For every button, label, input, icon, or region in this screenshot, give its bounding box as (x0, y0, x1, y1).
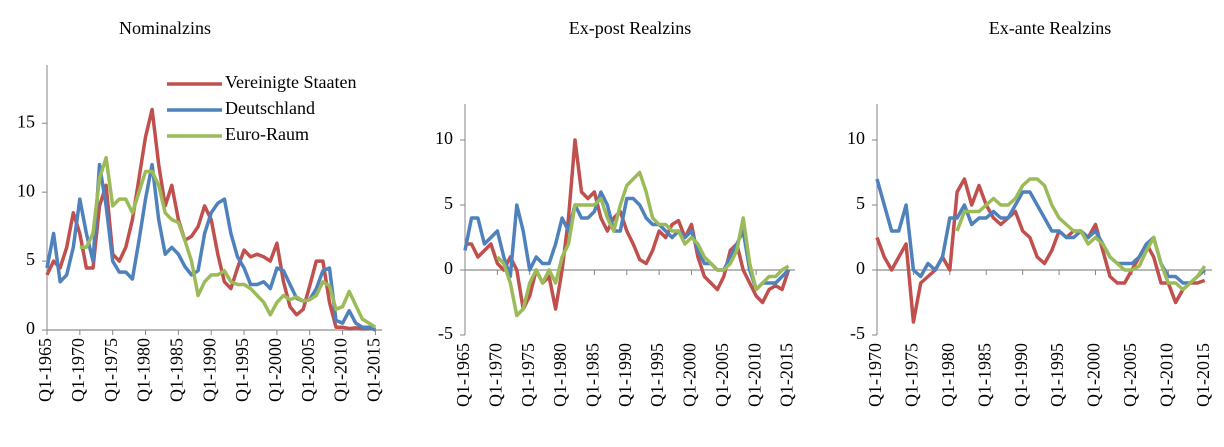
x-tick-label: Q1-1990 (615, 343, 635, 407)
x-tick-label: Q1-1995 (232, 338, 252, 402)
x-tick-label: Q1-1970 (68, 338, 88, 402)
x-tick-label: Q1-1980 (550, 343, 570, 407)
y-tick-label: 10 (847, 128, 865, 148)
y-tick-label: 5 (856, 193, 865, 213)
x-tick-label: Q1-1995 (1047, 343, 1067, 407)
y-tick-label: 5 (26, 249, 35, 269)
x-tick-label: Q1-2000 (1084, 343, 1104, 407)
x-tick-label: Q1-2015 (1193, 343, 1213, 407)
chart-title: Ex-post Realzins (569, 18, 691, 38)
x-tick-label: Q1-2000 (265, 338, 285, 402)
x-tick-label: Q1-2000 (680, 343, 700, 407)
x-tick-label: Q1-2005 (712, 343, 732, 407)
series-line (496, 170, 790, 318)
x-tick-label: Q1-1965 (453, 343, 473, 407)
x-tick-label: Q1-1985 (583, 343, 603, 407)
legend-label: Vereinigte Staaten (225, 72, 356, 92)
y-tick-label: 5 (444, 193, 453, 213)
series-line (45, 162, 377, 332)
x-tick-label: Q1-1970 (485, 343, 505, 407)
x-tick-label: Q1-1970 (865, 343, 885, 407)
y-tick-label: 0 (26, 318, 35, 338)
x-tick-label: Q1-2005 (298, 338, 318, 402)
chart-title: Ex-ante Realzins (989, 18, 1111, 38)
y-tick-label: 10 (17, 180, 35, 200)
y-tick-label: 0 (444, 258, 453, 278)
x-tick-label: Q1-1985 (166, 338, 186, 402)
x-tick-label: Q1-2010 (331, 338, 351, 402)
x-tick-label: Q1-2010 (1156, 343, 1176, 407)
legend-label: Deutschland (225, 98, 315, 118)
x-tick-label: Q1-1980 (134, 338, 154, 402)
x-tick-label: Q1-2005 (1120, 343, 1140, 407)
x-tick-label: Q1-1975 (101, 338, 121, 402)
x-tick-label: Q1-1975 (518, 343, 538, 407)
chart-title: Nominalzins (119, 18, 211, 38)
x-tick-label: Q1-1980 (938, 343, 958, 407)
series-line (875, 177, 1206, 324)
series-line (955, 177, 1207, 292)
x-tick-label: Q1-1975 (902, 343, 922, 407)
series-line (463, 190, 790, 292)
series-line (79, 155, 377, 329)
x-tick-label: Q1-1995 (647, 343, 667, 407)
y-tick-label: -5 (438, 323, 453, 343)
legend-label: Euro-Raum (225, 124, 309, 144)
x-tick-label: Q1-2015 (364, 338, 384, 402)
x-tick-label: Q1-2015 (777, 343, 797, 407)
x-tick-label: Q1-2010 (744, 343, 764, 407)
series-line (45, 107, 376, 331)
x-tick-label: Q1-1990 (1011, 343, 1031, 407)
y-tick-label: 0 (856, 258, 865, 278)
x-tick-label: Q1-1985 (974, 343, 994, 407)
y-tick-label: 10 (435, 128, 453, 148)
y-tick-label: 15 (17, 111, 35, 131)
x-tick-label: Q1-1990 (199, 338, 219, 402)
x-tick-label: Q1-1965 (35, 338, 55, 402)
y-tick-label: -5 (850, 323, 865, 343)
